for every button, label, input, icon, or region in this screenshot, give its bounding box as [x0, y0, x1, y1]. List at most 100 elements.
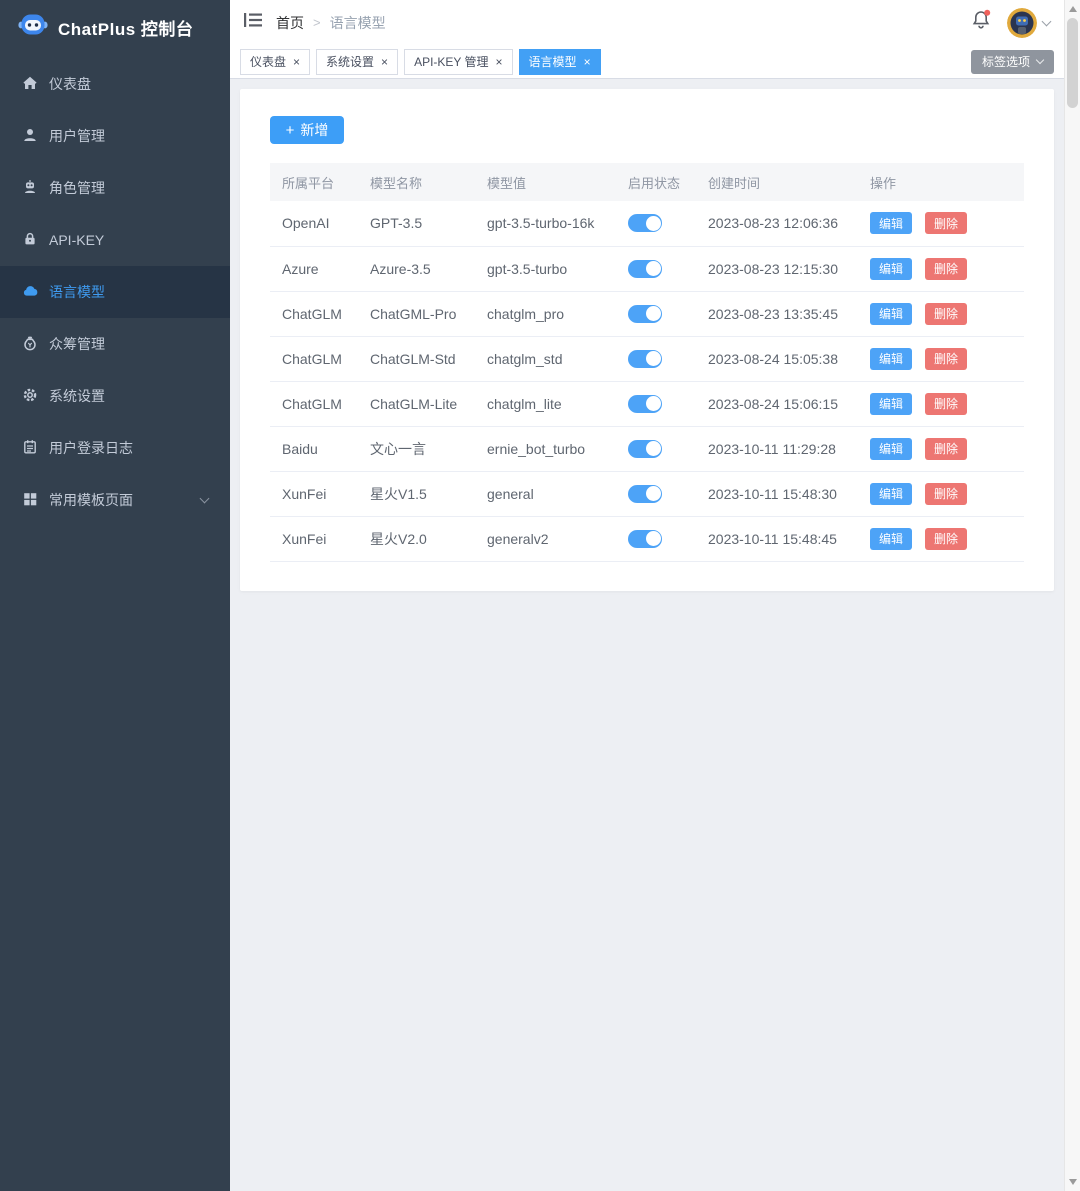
enable-toggle[interactable]: [628, 529, 662, 548]
col-enabled: 启用状态: [616, 163, 696, 201]
log-icon: [22, 439, 38, 458]
edit-button[interactable]: 编辑: [870, 437, 912, 460]
close-icon[interactable]: ×: [583, 54, 591, 69]
cell-platform: XunFei: [270, 516, 358, 562]
scrollbar-thumb[interactable]: [1067, 18, 1078, 108]
sidebar-nav: 仪表盘 用户管理 角色管理 API-KEY 语言模型 众筹管理: [0, 58, 230, 526]
tab-label: 仪表盘: [250, 55, 287, 69]
enable-toggle[interactable]: [628, 349, 662, 368]
logo-row: ChatPlus 控制台: [0, 0, 230, 54]
cell-created: 2023-10-11 15:48:45: [696, 516, 858, 562]
table-row: ChatGLM ChatGML-Pro chatglm_pro 2023-08-…: [270, 291, 1024, 337]
sidebar-item-template-pages[interactable]: 常用模板页面: [0, 474, 230, 526]
chevron-down-icon: [1041, 16, 1052, 26]
delete-button[interactable]: 删除: [925, 527, 967, 550]
close-icon[interactable]: ×: [495, 54, 503, 69]
chatplus-logo-icon: [18, 12, 48, 42]
delete-button[interactable]: 删除: [925, 302, 967, 325]
delete-button[interactable]: 删除: [925, 347, 967, 370]
plus-icon: +: [285, 121, 295, 139]
table-row: ChatGLM ChatGLM-Lite chatglm_lite 2023-0…: [270, 381, 1024, 427]
sidebar-item-roles[interactable]: 角色管理: [0, 162, 230, 214]
delete-button[interactable]: 删除: [925, 482, 967, 505]
breadcrumb-current: 语言模型: [329, 14, 386, 31]
edit-button[interactable]: 编辑: [870, 257, 912, 280]
tab-apikey-management[interactable]: API-KEY 管理 ×: [404, 48, 513, 75]
sidebar-item-settings[interactable]: 系统设置: [0, 370, 230, 422]
edit-button[interactable]: 编辑: [870, 347, 912, 370]
cell-created: 2023-08-24 15:06:15: [696, 381, 858, 427]
sidebar-item-users[interactable]: 用户管理: [0, 110, 230, 162]
table-row: ChatGLM ChatGLM-Std chatglm_std 2023-08-…: [270, 336, 1024, 382]
vertical-scrollbar[interactable]: [1064, 0, 1080, 1191]
cell-platform: Azure: [270, 246, 358, 292]
close-icon[interactable]: ×: [381, 54, 389, 69]
sidebar-item-label: 仪表盘: [49, 76, 91, 92]
scroll-down-icon[interactable]: [1068, 1179, 1077, 1185]
models-table: 所属平台 模型名称 模型值 启用状态 创建时间 操作 OpenAI GPT-3.…: [270, 163, 1024, 562]
delete-button[interactable]: 删除: [925, 392, 967, 415]
cell-platform: ChatGLM: [270, 291, 358, 337]
language-models-card: + 新增 所属平台 模型名称 模型值 启用状态 创建时间 操作: [240, 89, 1054, 591]
enable-toggle[interactable]: [628, 484, 662, 503]
sidebar-item-label: 系统设置: [49, 388, 105, 404]
gear-icon: [22, 387, 38, 406]
sidebar-item-label: API-KEY: [49, 232, 105, 248]
tab-options-label: 标签选项: [981, 55, 1030, 69]
table-row: OpenAI GPT-3.5 gpt-3.5-turbo-16k 2023-08…: [270, 201, 1024, 247]
tab-dashboard[interactable]: 仪表盘 ×: [240, 48, 311, 75]
sidebar-item-login-logs[interactable]: 用户登录日志: [0, 422, 230, 474]
sidebar-item-label: 常用模板页面: [49, 492, 133, 508]
delete-button[interactable]: 删除: [925, 212, 967, 235]
close-icon[interactable]: ×: [293, 54, 301, 69]
sidebar-item-dashboard[interactable]: 仪表盘: [0, 58, 230, 110]
edit-button[interactable]: 编辑: [870, 482, 912, 505]
edit-button[interactable]: 编辑: [870, 212, 912, 235]
sidebar-item-label: 语言模型: [49, 284, 105, 300]
cell-model-name: ChatGML-Pro: [358, 291, 475, 337]
col-model-name: 模型名称: [358, 163, 475, 201]
header-actions: [969, 7, 1052, 38]
breadcrumb-home[interactable]: 首页: [276, 14, 304, 31]
cell-model-name: Azure-3.5: [358, 246, 475, 292]
scroll-up-icon[interactable]: [1068, 6, 1077, 12]
cell-model-name: ChatGLM-Lite: [358, 381, 475, 427]
cell-model-value: gpt-3.5-turbo-16k: [475, 201, 616, 247]
add-button-label: 新增: [300, 122, 329, 138]
enable-toggle[interactable]: [628, 304, 662, 323]
user-menu[interactable]: [1007, 7, 1052, 38]
sidebar-item-language-models[interactable]: 语言模型: [0, 266, 230, 318]
tab-system-settings[interactable]: 系统设置 ×: [316, 48, 399, 75]
notification-bell-icon[interactable]: [969, 8, 993, 37]
tab-options-button[interactable]: 标签选项: [970, 49, 1054, 74]
edit-button[interactable]: 编辑: [870, 527, 912, 550]
cell-model-value: generalv2: [475, 516, 616, 562]
cell-platform: OpenAI: [270, 201, 358, 247]
cell-created: 2023-08-23 12:15:30: [696, 246, 858, 292]
cell-platform: XunFei: [270, 471, 358, 517]
delete-button[interactable]: 删除: [925, 257, 967, 280]
add-button[interactable]: + 新增: [270, 116, 344, 144]
cell-platform: Baidu: [270, 426, 358, 472]
edit-button[interactable]: 编辑: [870, 392, 912, 415]
cell-model-name: 文心一言: [358, 426, 475, 472]
chevron-down-icon: [1035, 55, 1045, 65]
sidebar-item-crowdfunding[interactable]: 众筹管理: [0, 318, 230, 370]
cell-model-name: GPT-3.5: [358, 201, 475, 247]
content-area: + 新增 所属平台 模型名称 模型值 启用状态 创建时间 操作: [230, 79, 1064, 1191]
delete-button[interactable]: 删除: [925, 437, 967, 460]
hamburger-icon[interactable]: [244, 13, 262, 32]
edit-button[interactable]: 编辑: [870, 302, 912, 325]
enable-toggle[interactable]: [628, 394, 662, 413]
table-header-row: 所属平台 模型名称 模型值 启用状态 创建时间 操作: [270, 163, 1024, 201]
sidebar-item-apikey[interactable]: API-KEY: [0, 214, 230, 266]
role-icon: [22, 179, 38, 198]
tab-language-models[interactable]: 语言模型 ×: [518, 48, 601, 75]
sidebar-item-label: 用户管理: [49, 128, 105, 144]
enable-toggle[interactable]: [628, 439, 662, 458]
main-area: 首页 > 语言模型 仪表盘 × 系统设: [230, 0, 1064, 1191]
enable-toggle[interactable]: [628, 214, 662, 233]
cloud-icon: [22, 283, 38, 302]
enable-toggle[interactable]: [628, 259, 662, 278]
